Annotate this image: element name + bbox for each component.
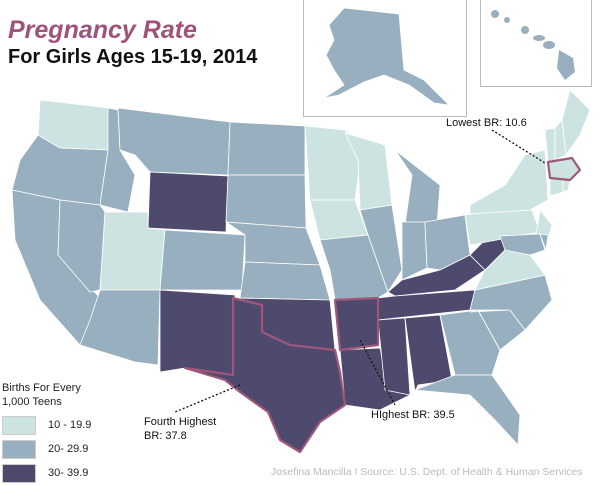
state-MS bbox=[377, 317, 411, 396]
legend-item: 20- 29.9 bbox=[2, 437, 91, 461]
state-ND bbox=[227, 121, 306, 176]
legend-label: 30- 39.9 bbox=[48, 467, 89, 479]
state-DE bbox=[539, 233, 549, 251]
credit-line: Josefina Mancilla I Source: U.S. Dept. o… bbox=[271, 466, 583, 478]
state-ME bbox=[561, 89, 591, 156]
state-SD bbox=[225, 174, 307, 229]
state-IN bbox=[401, 221, 428, 281]
state-MA bbox=[546, 156, 582, 182]
chart-title: Pregnancy Rate bbox=[8, 16, 197, 44]
legend-label: 10 - 19.9 bbox=[48, 419, 92, 431]
fourth-highest-line1: Fourth Highest bbox=[144, 416, 217, 428]
state-VT bbox=[544, 127, 556, 163]
state-HI bbox=[491, 10, 575, 80]
legend-label: 20- 29.9 bbox=[48, 443, 89, 455]
hawaii-inset bbox=[480, 0, 592, 87]
lowest-leader-line bbox=[491, 129, 546, 164]
legend-item: 10 - 19.9 bbox=[2, 413, 91, 437]
state-FL bbox=[414, 374, 521, 446]
state-AR bbox=[333, 296, 380, 352]
state-MT bbox=[117, 107, 231, 176]
chart-subtitle: For Girls Ages 15-19, 2014 bbox=[8, 46, 258, 68]
alaska-inset bbox=[303, 0, 467, 117]
state-MD bbox=[499, 233, 546, 256]
highest-annotation: HIghest BR: 39.5 bbox=[371, 409, 455, 421]
legend-swatch bbox=[2, 439, 36, 459]
state-CO bbox=[159, 229, 246, 291]
state-NY bbox=[469, 149, 549, 215]
fourth-highest-line2: BR: 37.8 bbox=[144, 430, 187, 442]
state-GA bbox=[439, 309, 501, 376]
legend: Births For Every 1,000 Teens 10 - 19.9 2… bbox=[2, 381, 91, 485]
state-MI bbox=[394, 149, 441, 226]
legend-title-line2: 1,000 Teens bbox=[2, 396, 62, 408]
state-IA bbox=[309, 199, 369, 241]
state-IL bbox=[359, 204, 403, 293]
legend-title-line1: Births For Every bbox=[2, 382, 81, 394]
highest-leader-line bbox=[359, 339, 396, 406]
state-KS bbox=[239, 261, 331, 301]
fourth-leader-line bbox=[174, 384, 241, 413]
legend-title: Births For Every 1,000 Teens bbox=[2, 381, 91, 409]
lowest-annotation: Lowest BR: 10.6 bbox=[446, 117, 527, 129]
state-AK bbox=[323, 7, 451, 106]
fourth-highest-annotation: Fourth Highest BR: 37.8 bbox=[144, 415, 216, 443]
legend-swatch bbox=[2, 463, 36, 483]
state-TX bbox=[183, 296, 347, 454]
state-WY bbox=[147, 171, 229, 233]
legend-item: 30- 39.9 bbox=[2, 461, 91, 485]
state-NM bbox=[159, 289, 236, 376]
state-CT bbox=[549, 177, 564, 197]
legend-swatch bbox=[2, 415, 36, 435]
